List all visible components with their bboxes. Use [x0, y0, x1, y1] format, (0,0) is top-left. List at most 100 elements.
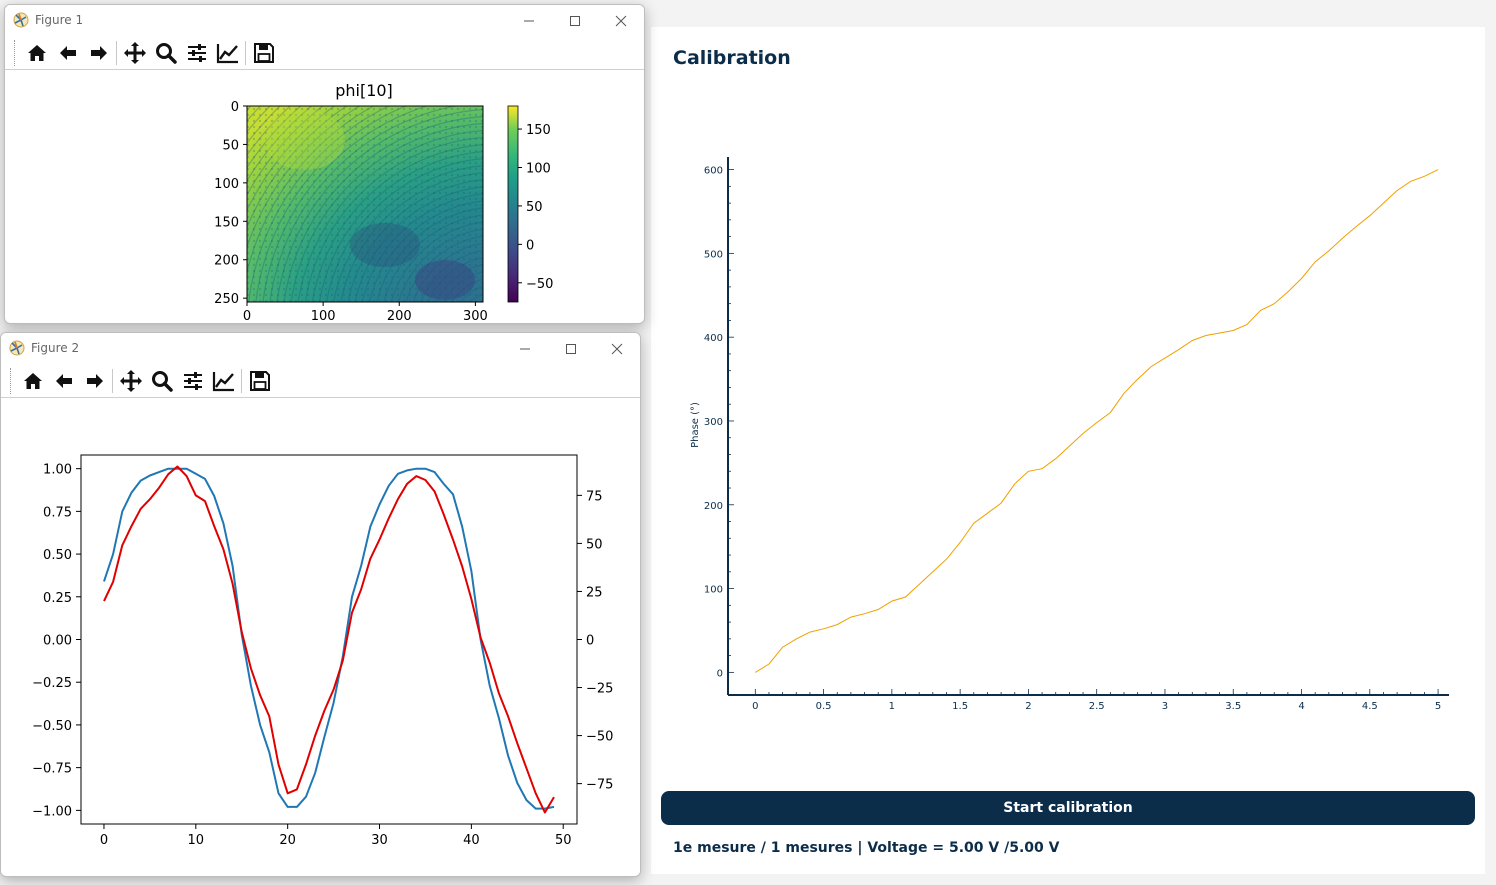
- home-icon: [27, 44, 46, 61]
- pan-button[interactable]: [119, 39, 150, 67]
- close-button[interactable]: [594, 333, 640, 364]
- y-left-tick-label: −0.50: [32, 719, 72, 734]
- start-calibration-button[interactable]: Start calibration: [661, 791, 1475, 825]
- pan-icon: [119, 369, 142, 392]
- calibration-y-tick-label: 0: [717, 668, 723, 679]
- heatmap-frame: [246, 105, 484, 303]
- sine-figure: 0 10 20 30 40 50 1.00 0.75 0.50 0.25 0.00 −0.25 −0.…: [32, 454, 613, 848]
- zoom-icon: [151, 370, 173, 392]
- colorbar-tick-label: 150: [526, 123, 551, 138]
- toolbar-separator: [241, 368, 242, 393]
- y-left-tick-label: 0.25: [43, 591, 72, 606]
- y-right-tick-label: 25: [586, 585, 603, 600]
- calibration-x-tick-label: 1.5: [952, 701, 968, 712]
- configure-subplots-icon: [183, 371, 202, 390]
- x-tick-label: 20: [279, 833, 296, 848]
- calibration-x-tick-label: 5: [1435, 701, 1441, 712]
- y-left-tick-label: 0.50: [43, 548, 72, 563]
- calibration-x-tick-label: 3: [1162, 701, 1168, 712]
- maximize-button[interactable]: [552, 5, 598, 36]
- matplotlib-icon: [13, 12, 29, 28]
- calibration-title: Calibration: [673, 47, 791, 69]
- y-left-tick-label: −0.25: [32, 676, 72, 691]
- pan-button[interactable]: [115, 367, 146, 395]
- forward-icon: [86, 373, 103, 388]
- configure-subplots-button[interactable]: [181, 39, 212, 67]
- back-icon: [59, 45, 76, 60]
- forward-button[interactable]: [79, 367, 110, 395]
- figure-2-window: Figure 2 0 10 20 30 40 50 1.00 0.75 0.50 0.25 0.0…: [0, 332, 641, 877]
- x-tick-label: 50: [555, 833, 572, 848]
- calibration-x-tick-label: 0: [752, 701, 758, 712]
- back-button[interactable]: [52, 39, 83, 67]
- y-left-tick-label: 1.00: [43, 463, 72, 478]
- plot-series: [103, 465, 555, 814]
- x-axis: 0 10 20 30 40 50: [100, 824, 572, 848]
- y-right-tick-label: 0: [586, 634, 594, 649]
- y-tick-label: 150: [214, 215, 239, 230]
- save-icon: [253, 42, 274, 63]
- edit-axis-button[interactable]: [212, 39, 243, 67]
- figure-1-toolbar: [5, 36, 644, 70]
- calibration-y-tick-label: 300: [704, 417, 723, 428]
- x-tick-label: 0: [100, 833, 108, 848]
- calibration-panel: 0 100 200 300 400 500 600 0 0.5 1 1.5 2 2.5 3 3.5 4 4.5 5…: [651, 27, 1485, 874]
- y-tick-label: 0: [231, 100, 239, 115]
- y-right-tick-label: −75: [586, 778, 613, 793]
- heatmap-image: [247, 106, 483, 302]
- minimize-button[interactable]: [502, 333, 548, 364]
- calibration-y-tick-label: 400: [704, 333, 723, 344]
- x-tick-label: 200: [387, 309, 412, 324]
- minimize-button[interactable]: [506, 5, 552, 36]
- plot-frame: [80, 454, 578, 825]
- calibration-x-tick-label: 1: [889, 701, 895, 712]
- minimize-icon: [520, 348, 530, 349]
- calibration-y-tick-label: 100: [704, 585, 723, 596]
- figure-2-canvas[interactable]: 0 10 20 30 40 50 1.00 0.75 0.50 0.25 0.00 −0.25 −0.…: [1, 398, 640, 876]
- y-right-tick-label: 50: [586, 537, 603, 552]
- save-icon: [249, 370, 270, 391]
- y-tick-label: 200: [214, 254, 239, 269]
- maximize-button[interactable]: [548, 333, 594, 364]
- save-button[interactable]: [244, 367, 275, 395]
- y-axis-left: 1.00 0.75 0.50 0.25 0.00 −0.25 −0.50 −0.75 −1.00: [32, 463, 81, 819]
- calibration-y-tick-label: 200: [704, 501, 723, 512]
- pan-icon: [123, 41, 146, 64]
- zoom-button[interactable]: [150, 39, 181, 67]
- zoom-button[interactable]: [146, 367, 177, 395]
- calibration-x-tick-label: 4: [1298, 701, 1304, 712]
- forward-button[interactable]: [83, 39, 114, 67]
- close-button[interactable]: [598, 5, 644, 36]
- y-right-tick-label: −25: [586, 682, 613, 697]
- figure-1-canvas[interactable]: phi[10] 0 100 200 300 0 50 100 150 200 250 150 10…: [5, 70, 644, 324]
- colorbar-tick-label: 100: [526, 161, 551, 176]
- calibration-axes: 0 100 200 300 400 500 600 0 0.5 1 1.5 2 2.5 3 3.5 4 4.5 5: [704, 157, 1449, 712]
- figure-2-toolbar: [1, 364, 640, 398]
- y-left-tick-label: 0.75: [43, 505, 72, 520]
- x-tick-label: 10: [188, 833, 205, 848]
- configure-subplots-button[interactable]: [177, 367, 208, 395]
- matplotlib-icon: [9, 340, 25, 356]
- y-left-tick-label: 0.00: [43, 634, 72, 649]
- back-button[interactable]: [48, 367, 79, 395]
- x-tick-label: 0: [243, 309, 251, 324]
- calibration-phase-line: [755, 169, 1439, 673]
- figure-2-titlebar[interactable]: Figure 2: [1, 333, 640, 364]
- home-button[interactable]: [21, 39, 52, 67]
- calibration-x-tick-label: 2: [1025, 701, 1031, 712]
- edit-axis-icon: [216, 43, 238, 63]
- calibration-y-tick-label: 600: [704, 166, 723, 177]
- figure-1-titlebar[interactable]: Figure 1: [5, 5, 644, 36]
- colorbar-tick-label: 50: [526, 200, 543, 215]
- x-tick-label: 40: [463, 833, 480, 848]
- calibration-chart: 0 100 200 300 400 500 600 0 0.5 1 1.5 2 2.5 3 3.5 4 4.5 5…: [690, 157, 1449, 712]
- toolbar-separator: [112, 368, 113, 393]
- save-button[interactable]: [248, 39, 279, 67]
- edit-axis-button[interactable]: [208, 367, 239, 395]
- heatmap-title: phi[10]: [335, 81, 393, 100]
- heatmap-y-axis: 0 50 100 150 200 250: [214, 100, 247, 307]
- toolbar-grip: [14, 39, 16, 66]
- home-button[interactable]: [17, 367, 48, 395]
- zoom-icon: [155, 42, 177, 64]
- forward-icon: [90, 45, 107, 60]
